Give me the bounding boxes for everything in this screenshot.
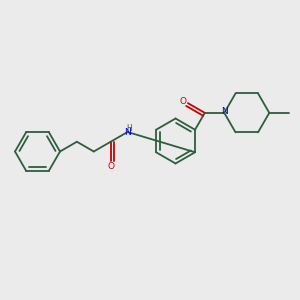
Text: N: N <box>221 107 228 116</box>
Text: H: H <box>126 124 132 133</box>
Text: N: N <box>124 128 131 136</box>
Text: O: O <box>107 162 114 171</box>
Text: O: O <box>180 97 187 106</box>
